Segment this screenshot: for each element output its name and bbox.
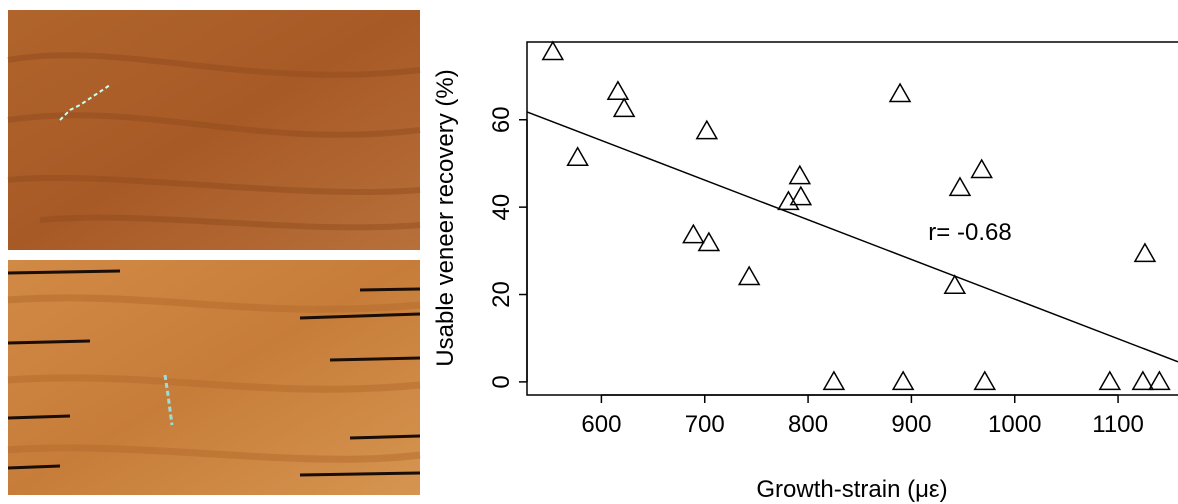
x-tick-label: 700 [685, 411, 725, 438]
y-tick-label: 20 [488, 281, 515, 308]
point [950, 178, 970, 196]
point [683, 225, 703, 243]
figure: r= -0.68 Growth-strain (με) Usable venee… [0, 0, 1178, 504]
x-tick-label: 600 [581, 411, 621, 438]
x-tick-label: 1100 [1092, 411, 1144, 438]
point [614, 99, 634, 117]
x-tick-label: 800 [788, 411, 828, 438]
y-tick-label: 60 [488, 106, 515, 133]
point [893, 372, 913, 390]
fit-line [527, 112, 1178, 362]
x-axis-label: Growth-strain (με) [756, 476, 947, 503]
point [890, 84, 910, 102]
y-axis-label: Usable veneer recovery (%) [432, 69, 459, 366]
point [778, 192, 798, 210]
point [608, 82, 628, 100]
point [1149, 372, 1169, 390]
point [543, 42, 563, 60]
point [1100, 372, 1120, 390]
point [975, 372, 995, 390]
y-tick-label: 40 [488, 194, 515, 221]
point [1135, 244, 1155, 262]
annotation: r= -0.68 [928, 219, 1011, 246]
point [699, 233, 719, 251]
point [972, 160, 992, 178]
x-tick-label: 900 [891, 411, 931, 438]
point [568, 148, 588, 166]
point [790, 166, 810, 184]
point [824, 372, 844, 390]
veneer-photo-top [8, 10, 420, 250]
point [697, 121, 717, 139]
y-tick-label: 0 [488, 375, 515, 388]
point [739, 267, 759, 285]
point [1133, 372, 1153, 390]
x-tick-label: 1000 [988, 411, 1041, 438]
veneer-photo-bottom [8, 260, 420, 495]
